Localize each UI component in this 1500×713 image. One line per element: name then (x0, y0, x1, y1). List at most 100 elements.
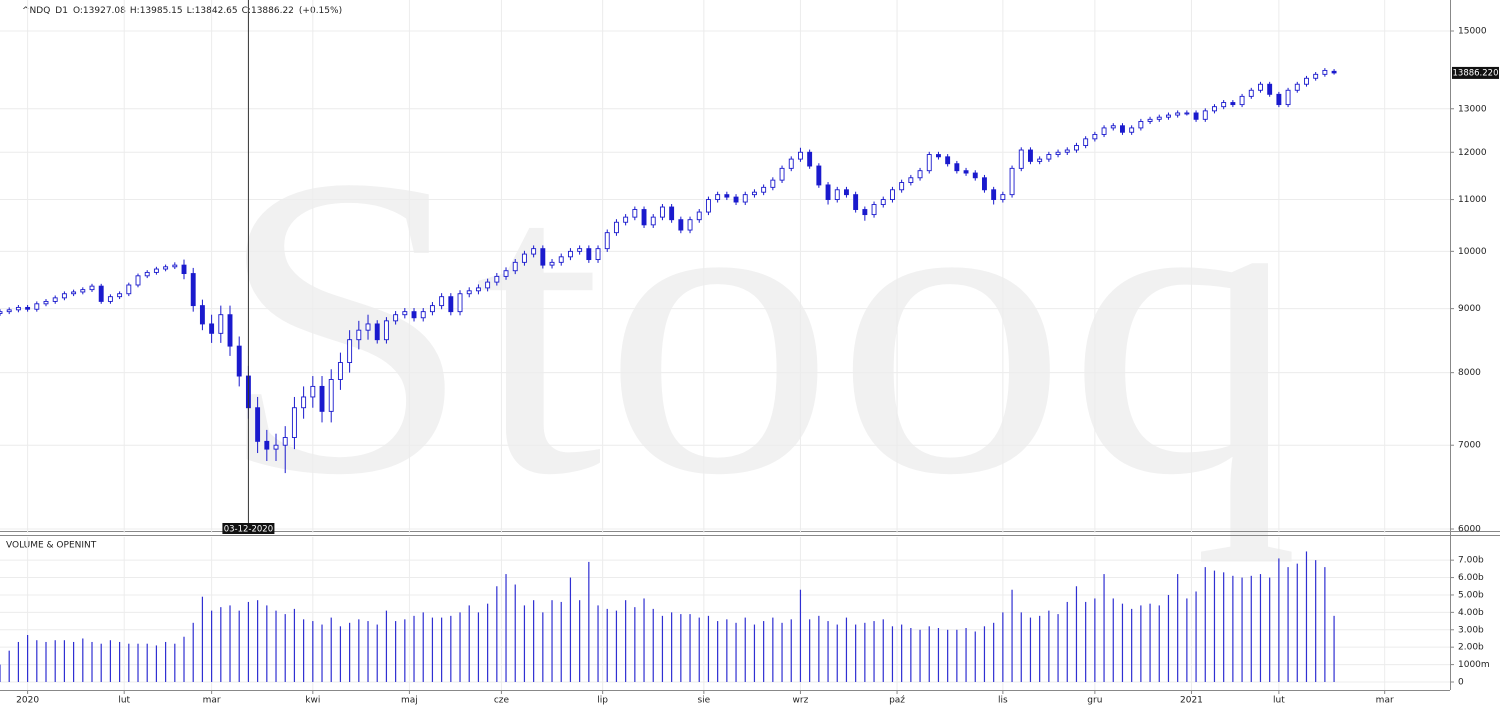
candle-body (209, 323, 215, 334)
candle-body (742, 194, 748, 203)
candle-body (439, 296, 445, 307)
grid (0, 0, 1450, 690)
candle-body (1304, 77, 1309, 85)
volume-bar (137, 643, 139, 682)
candle-body (420, 311, 426, 319)
volume-bar (652, 608, 654, 682)
candle-body (291, 407, 297, 438)
crosshair-label: 03-12-2020 (224, 525, 273, 535)
candle-body (669, 206, 675, 221)
candle-body (1184, 112, 1190, 115)
candle-body (264, 440, 270, 450)
x-tick-label: cze (494, 696, 510, 706)
y-tick-label: 5.00b (1458, 590, 1484, 600)
candle-body (172, 264, 178, 268)
candle-body (98, 285, 104, 302)
candle-body (715, 194, 721, 201)
watermark: Stooq (215, 88, 1300, 564)
candle-body (1000, 194, 1006, 201)
volume-bar (873, 621, 875, 682)
candle-body (917, 170, 923, 179)
volume-bar (441, 617, 443, 682)
candle-body (494, 275, 500, 283)
volume-bar (63, 640, 66, 682)
volume-bar (413, 615, 415, 682)
candle-body (862, 209, 868, 216)
candle-body (282, 437, 288, 446)
candle-body (227, 314, 233, 347)
y-tick-label: 1000m (1458, 660, 1490, 670)
candle-body (549, 261, 555, 266)
candle-body (1313, 73, 1319, 79)
volume-bar (395, 621, 397, 682)
volume-bar (229, 605, 231, 682)
volume-bar (487, 603, 489, 682)
volume-bar (1259, 574, 1262, 682)
volume-bar (1048, 610, 1050, 682)
volume-bar (901, 624, 903, 682)
volume-bar (192, 622, 194, 682)
candle-body (1138, 121, 1144, 129)
candle-body (807, 151, 813, 167)
candle-body (52, 297, 58, 302)
candle-body (936, 154, 941, 158)
volume-bar (542, 612, 544, 682)
x-tick-label: lis (998, 696, 1008, 706)
candle-body (1101, 127, 1107, 135)
x-tick-label: lut (118, 696, 130, 706)
volume-bar (855, 624, 857, 682)
x-tick-label: wrz (793, 696, 809, 706)
volume-bar (1131, 608, 1133, 682)
y-tick-label: 0 (1458, 677, 1464, 687)
candle-body (25, 306, 31, 310)
candle-body (347, 339, 353, 363)
candle-body (466, 290, 472, 295)
volume-bar (330, 617, 332, 682)
volume-bar (8, 650, 10, 682)
candle-body (1322, 69, 1328, 75)
candle-body (1156, 116, 1162, 120)
volume-bar (643, 598, 645, 682)
volume-bar (560, 601, 562, 682)
candle-body (71, 291, 77, 295)
low-value: 13842.65 (195, 6, 238, 16)
candle-body (816, 165, 822, 186)
volume-bar (1094, 598, 1096, 682)
candle-body (1239, 95, 1245, 106)
candle-body (779, 167, 785, 181)
volume-bar (919, 629, 921, 682)
candle-body (972, 172, 978, 179)
volume-bar (238, 610, 240, 682)
y-tick-label: 4.00b (1458, 608, 1484, 618)
candle-body (641, 209, 647, 226)
volume-bar (128, 643, 130, 682)
volume-bar (1213, 570, 1216, 682)
volume-bar (606, 608, 608, 682)
volume-bar (763, 621, 765, 682)
volume-bar (947, 629, 949, 682)
volume-bar (1011, 589, 1013, 682)
volume-bar (882, 619, 884, 682)
candle-body (595, 248, 601, 261)
candle-body (1331, 70, 1337, 74)
volume-bar (303, 619, 305, 682)
volume-bar (1149, 603, 1151, 682)
candle-body (843, 189, 849, 196)
symbol: ^NDQ (22, 6, 50, 16)
volume-bar (1085, 601, 1087, 682)
y-tick-label: 6000 (1458, 524, 1481, 534)
volume-bar (505, 574, 507, 682)
candle-body (475, 287, 481, 292)
volume-bar (119, 641, 121, 682)
volume-bar (1223, 572, 1225, 682)
candle-body (540, 248, 546, 266)
candle-body (604, 232, 610, 250)
candle-body (273, 444, 279, 450)
candle-body (356, 329, 362, 341)
candle-body (1230, 102, 1236, 106)
candle-body (1166, 114, 1171, 118)
volume-bar (36, 640, 38, 682)
volume-bar (799, 589, 802, 682)
y-tick-label: 7000 (1458, 441, 1481, 451)
volume-bar (827, 621, 829, 682)
